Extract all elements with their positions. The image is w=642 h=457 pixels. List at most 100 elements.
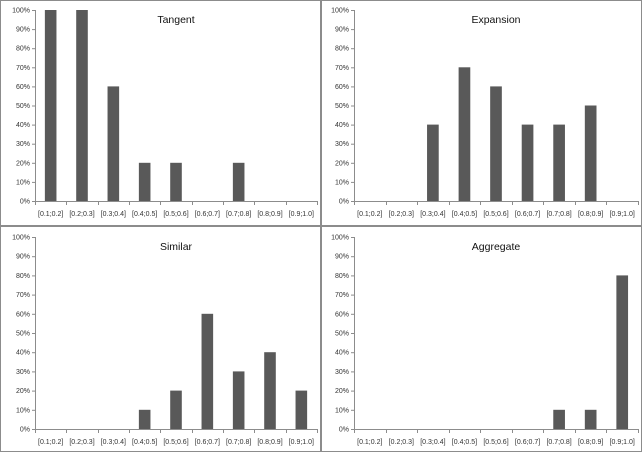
bar (44, 10, 57, 201)
x-tick-label: [0.3;0.4] (420, 439, 445, 446)
x-tick-label: [0.6;0.7] (195, 439, 220, 446)
y-tick-label: 0% (20, 427, 30, 434)
x-tick-label: [0.3;0.4] (101, 439, 126, 446)
y-tick-label: 100% (331, 235, 349, 242)
bar (427, 124, 439, 201)
x-tick-label: [0.5;0.6] (483, 211, 508, 218)
x-tick-label: [0.1;0.2] (38, 211, 63, 218)
y-tick-label: 10% (16, 179, 30, 186)
x-tick-label: [0.6;0.7] (515, 439, 540, 446)
x-tick-label: [0.1;0.2] (38, 439, 63, 446)
y-tick-label: 30% (335, 141, 349, 148)
x-tick-label: [0.3;0.4] (420, 211, 445, 218)
bar (107, 86, 120, 201)
y-tick-label: 20% (335, 160, 349, 167)
y-tick-label: 30% (16, 369, 30, 376)
x-tick-label: [0.4;0.5] (452, 211, 477, 218)
bar (584, 409, 597, 429)
bar (232, 371, 245, 429)
y-tick-label: 80% (335, 273, 349, 280)
bar (553, 409, 565, 429)
x-tick-label: [0.5;0.6] (163, 439, 188, 446)
x-tick-label: [0.6;0.7] (515, 211, 540, 218)
bar (138, 162, 151, 201)
chart-title: Tangent (157, 14, 194, 26)
x-tick-label: [0.8;0.9] (257, 211, 282, 218)
x-tick-label: [0.1;0.2] (357, 439, 382, 446)
y-tick-label: 20% (16, 388, 30, 395)
y-tick-label: 50% (16, 103, 30, 110)
y-tick-label: 60% (16, 311, 30, 318)
x-tick-label: [0.6;0.7] (195, 211, 220, 218)
bar (584, 105, 597, 201)
y-tick-label: 30% (16, 141, 30, 148)
y-tick-label: 100% (12, 235, 30, 242)
y-tick-label: 90% (335, 254, 349, 261)
bar (458, 67, 471, 201)
y-tick-label: 70% (16, 292, 30, 299)
y-tick-label: 70% (335, 292, 349, 299)
x-tick-label: [0.7;0.8] (226, 211, 251, 218)
y-tick-label: 50% (335, 103, 349, 110)
x-tick-label: [0.1;0.2] (357, 211, 382, 218)
y-tick-label: 90% (335, 27, 349, 34)
y-tick-label: 10% (335, 407, 349, 414)
bar (138, 409, 151, 429)
bar (76, 10, 88, 201)
y-tick-label: 100% (331, 8, 349, 15)
y-tick-label: 40% (335, 122, 349, 129)
bar (201, 313, 214, 429)
x-tick-label: [0.4;0.5] (132, 211, 157, 218)
y-tick-label: 40% (16, 122, 30, 129)
y-tick-label: 70% (335, 65, 349, 72)
y-tick-label: 0% (339, 199, 349, 206)
x-tick-label: [0.9;1.0] (610, 211, 635, 218)
chart-title: Aggregate (472, 241, 521, 253)
x-tick-label: [0.8;0.9] (578, 211, 603, 218)
x-tick-label: [0.4;0.5] (452, 439, 477, 446)
y-tick-label: 80% (16, 46, 30, 53)
chart-panel-4: Aggregate 0% 10% 20% 30% 40% 50% 60% 70% 80% 90% 10… (321, 226, 642, 452)
chart-title: Similar (160, 241, 193, 253)
x-tick-label: [0.5;0.6] (163, 211, 188, 218)
chart-panel-2: Expansion 0% 10% 20% 30% 40% 50% 60% 70% 80% 90% 10… (321, 0, 642, 226)
y-tick-label: 80% (16, 273, 30, 280)
y-tick-label: 10% (335, 179, 349, 186)
x-tick-label: [0.9;1.0] (289, 439, 314, 446)
y-tick-label: 30% (335, 369, 349, 376)
y-tick-label: 70% (16, 65, 30, 72)
x-tick-label: [0.9;1.0] (289, 211, 314, 218)
x-tick-label: [0.9;1.0] (610, 439, 635, 446)
chart-title: Expansion (471, 14, 520, 26)
bar (521, 124, 534, 201)
x-tick-label: [0.3;0.4] (101, 211, 126, 218)
y-tick-label: 60% (16, 84, 30, 91)
x-tick-label: [0.8;0.9] (257, 439, 282, 446)
bar (295, 390, 308, 429)
x-tick-label: [0.2;0.3] (69, 439, 94, 446)
x-tick-label: [0.7;0.8] (546, 439, 571, 446)
bar (490, 86, 502, 201)
y-tick-label: 60% (335, 84, 349, 91)
x-tick-label: [0.2;0.3] (69, 211, 94, 218)
y-tick-label: 20% (335, 388, 349, 395)
x-tick-label: [0.5;0.6] (483, 439, 508, 446)
y-tick-label: 20% (16, 160, 30, 167)
bar (264, 352, 276, 429)
bar (232, 162, 245, 201)
y-tick-label: 40% (335, 350, 349, 357)
y-tick-label: 90% (16, 254, 30, 261)
y-tick-label: 0% (20, 199, 30, 206)
y-tick-label: 100% (12, 8, 30, 15)
x-tick-label: [0.7;0.8] (546, 211, 571, 218)
x-tick-label: [0.2;0.3] (389, 211, 414, 218)
chart-panel-1: Tangent 0% 10% 20% 30% 40% 50% 60% 70% 80% 90% 100%… (0, 0, 321, 226)
y-tick-label: 90% (16, 27, 30, 34)
y-tick-label: 0% (339, 427, 349, 434)
y-tick-label: 80% (335, 46, 349, 53)
y-tick-label: 40% (16, 350, 30, 357)
x-tick-label: [0.8;0.9] (578, 439, 603, 446)
y-tick-label: 60% (335, 311, 349, 318)
